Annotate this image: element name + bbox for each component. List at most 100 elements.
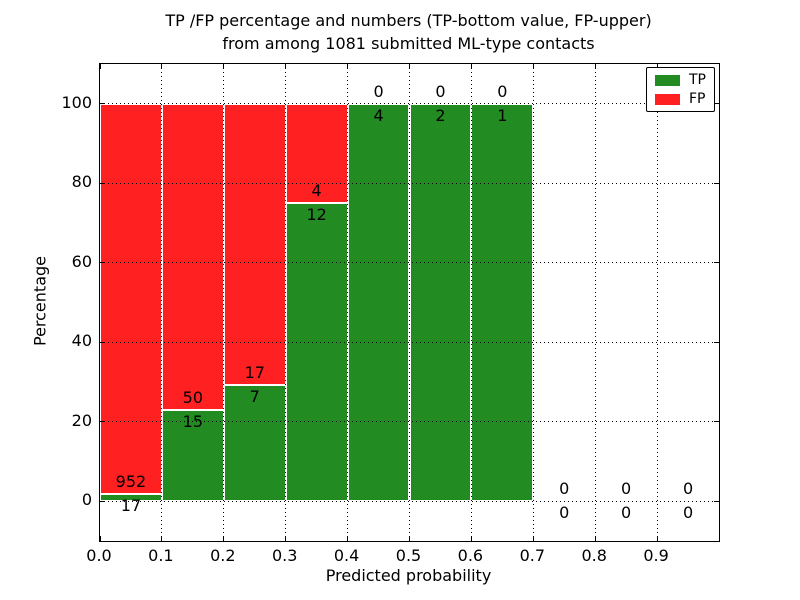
legend-swatch-tp <box>655 74 680 86</box>
bar-fp-count-label: 0 <box>497 81 508 101</box>
x-axis-tick-top <box>718 64 720 69</box>
bar-fp-segment <box>100 103 162 495</box>
x-axis-tick-top <box>409 64 410 69</box>
bar-tp-count-label: 15 <box>182 411 204 431</box>
x-axis-tick <box>718 536 720 541</box>
x-axis-tick <box>347 536 349 541</box>
x-tick-label: 0.2 <box>210 546 236 565</box>
bar-tp-count-label: 1 <box>497 105 508 125</box>
y-axis-tick <box>100 262 105 264</box>
bar-tp-segment <box>347 103 410 502</box>
bar-tp-count-label: 0 <box>621 503 632 523</box>
x-axis-tick-top <box>161 64 163 69</box>
y-tick-label: 40 <box>71 331 92 351</box>
bar-tp-count-label: 4 <box>373 105 384 125</box>
x-axis-tick <box>470 536 472 541</box>
bar-fp-count-label: 0 <box>435 81 446 101</box>
bar-fp-segment <box>161 103 224 410</box>
gridline-vertical <box>223 64 225 541</box>
bar-fp-count-label: 4 <box>311 181 322 201</box>
x-axis-tick <box>223 536 225 541</box>
x-tick-label: 0.0 <box>86 546 112 565</box>
legend-label-tp: TP <box>689 72 706 88</box>
gridline-vertical <box>161 64 163 541</box>
x-tick-label: 0.6 <box>457 546 484 565</box>
x-axis-tick-top <box>223 64 225 69</box>
x-axis-tick <box>656 536 658 541</box>
y-tick-label: 0 <box>81 490 92 510</box>
gridline-vertical <box>656 64 658 541</box>
bar-tp-count-label: 17 <box>120 496 142 516</box>
y-tick-label: 80 <box>71 172 92 192</box>
x-axis-tick-top <box>285 64 287 69</box>
y-axis-tick-right <box>714 182 719 184</box>
y-axis-tick-right <box>714 421 719 423</box>
gridline-vertical <box>347 64 349 541</box>
bar-tp-segment <box>471 103 534 502</box>
gridline-vertical <box>409 64 410 541</box>
x-tick-label: 0.3 <box>271 546 298 565</box>
x-axis-tick <box>99 536 101 541</box>
bar-fp-count-label: 0 <box>682 479 694 499</box>
chart-title-line2: from among 1081 submitted ML-type contac… <box>222 34 595 53</box>
y-axis-tick-right <box>714 103 719 105</box>
bar-tp-count-label: 7 <box>249 387 260 407</box>
y-axis-tick <box>100 421 105 423</box>
y-tick-label: 20 <box>71 410 92 430</box>
y-axis-tick <box>100 103 105 105</box>
x-axis-tick <box>285 536 287 541</box>
y-axis-tick <box>100 182 105 184</box>
x-tick-label: 0.4 <box>333 546 360 565</box>
legend-item-fp: FP <box>655 92 706 106</box>
bar-tp-count-label: 2 <box>435 105 446 125</box>
bar-tp-segment <box>285 203 348 502</box>
bar-fp-count-label: 952 <box>115 472 147 492</box>
x-axis-tick-top <box>470 64 472 69</box>
x-axis-tick-top <box>656 64 658 69</box>
y-axis-tick-right <box>714 341 719 343</box>
y-axis-tick <box>100 341 105 343</box>
x-axis-tick-top <box>532 64 534 69</box>
bar-fp-count-label: 50 <box>182 387 204 407</box>
chart-title-line1: TP /FP percentage and numbers (TP-bottom… <box>165 11 652 30</box>
y-tick-label: 100 <box>61 92 92 112</box>
y-tick-label: 60 <box>71 251 92 271</box>
y-axis-tick-right <box>714 500 719 502</box>
x-tick-label: 0.7 <box>519 546 546 565</box>
gridline-vertical <box>594 64 596 541</box>
y-axis-tick <box>100 500 105 502</box>
chart-title: TP /FP percentage and numbers (TP-bottom… <box>99 9 718 55</box>
legend: TP FP <box>646 67 715 112</box>
bar-fp-count-label: 0 <box>559 479 570 499</box>
bar-fp-segment <box>285 103 348 204</box>
bar-fp-count-label: 0 <box>373 81 384 101</box>
x-axis-tick <box>409 536 410 541</box>
x-tick-label: 0.9 <box>643 546 669 565</box>
chart-plot-area: TP FP 952 17 50 15 17 7 4 12 0 4 0 2 0 1 0 0 0 0 0 0 <box>99 63 720 542</box>
gridline-vertical <box>532 64 534 541</box>
x-axis-tick-top <box>99 64 101 69</box>
x-axis-label: Predicted probability <box>325 566 492 585</box>
bar-fp-count-label: 0 <box>621 479 632 499</box>
bar-fp-count-label: 17 <box>244 363 265 383</box>
x-axis-tick-top <box>594 64 596 69</box>
x-axis-tick <box>594 536 596 541</box>
bar-tp-segment <box>409 103 472 502</box>
x-axis-tick <box>161 536 163 541</box>
legend-swatch-fp <box>655 93 680 105</box>
bar-tp-count-label: 12 <box>306 205 327 225</box>
legend-label-fp: FP <box>689 91 706 107</box>
legend-item-tp: TP <box>655 73 706 87</box>
x-axis-tick <box>532 536 534 541</box>
bar-fp-segment <box>223 103 286 386</box>
bar-tp-segment <box>161 409 224 502</box>
x-tick-label: 0.5 <box>395 546 422 565</box>
x-tick-label: 0.1 <box>148 546 174 565</box>
x-tick-label: 0.8 <box>581 546 607 565</box>
bar-tp-count-label: 0 <box>682 503 694 523</box>
x-axis-tick-top <box>347 64 349 69</box>
gridline-vertical <box>470 64 472 541</box>
bar-tp-count-label: 0 <box>559 503 570 523</box>
gridline-vertical <box>285 64 287 541</box>
